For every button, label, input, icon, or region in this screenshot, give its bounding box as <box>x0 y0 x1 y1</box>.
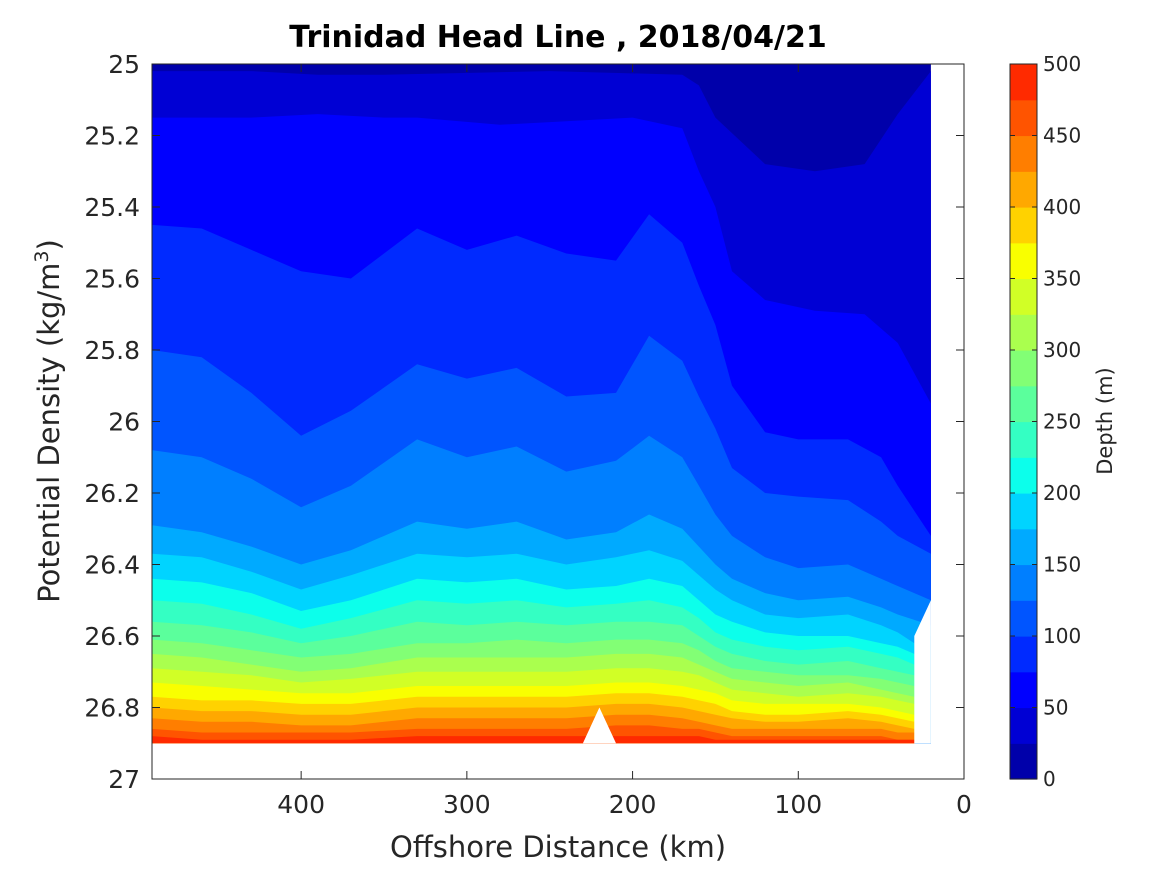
y-tick-label: 26.8 <box>84 694 140 723</box>
y-tick-label: 25 <box>108 50 140 79</box>
colorbar-segment <box>1010 457 1037 494</box>
no-data-notch <box>582 707 616 744</box>
colorbar-segment <box>1010 99 1037 137</box>
y-tick-label: 26 <box>108 408 140 437</box>
y-tick-label: 27 <box>108 765 140 794</box>
y-tick-label: 25.6 <box>84 265 140 294</box>
y-axis-label: Potential Density (kg/m3) <box>31 239 66 603</box>
colorbar-tick-label: 100 <box>1043 624 1081 648</box>
colorbar-tick-label: 50 <box>1043 696 1068 720</box>
colorbar-segment <box>1010 564 1037 601</box>
colorbar-segment <box>1010 64 1037 101</box>
colorbar-segment <box>1010 278 1037 315</box>
colorbar: 0 50 100 150 200 250 300 350 400 450 500 <box>1009 52 1081 791</box>
y-axis-label-close: ) <box>32 239 66 250</box>
colorbar-segment <box>1010 493 1037 530</box>
y-tick-label: 26.2 <box>84 479 140 508</box>
colorbar-tick-label: 150 <box>1043 553 1081 577</box>
colorbar-segment <box>1010 350 1037 387</box>
y-tick-label: 25.4 <box>84 193 140 222</box>
y-tick-label: 26.6 <box>84 622 140 651</box>
colorbar-segment <box>1010 207 1037 244</box>
colorbar-tick-label: 400 <box>1043 195 1081 219</box>
y-tick-label: 26.4 <box>84 551 140 580</box>
no-data-gap <box>914 600 931 744</box>
y-axis-label-main: Potential Density (kg/m <box>32 263 66 603</box>
colorbar-segment <box>1010 671 1037 709</box>
x-tick-label: 100 <box>774 790 822 819</box>
colorbar-tick-label: 450 <box>1043 124 1081 148</box>
colorbar-label: Depth (m) <box>1093 367 1117 474</box>
colorbar-segment <box>1010 385 1037 423</box>
y-tick-label: 25.2 <box>84 122 140 151</box>
colorbar-segment <box>1010 135 1037 172</box>
x-axis: 400 300 200 100 0 <box>277 64 972 819</box>
y-axis-label-superscript: 3 <box>31 250 53 262</box>
colorbar-segment <box>1010 743 1037 780</box>
x-tick-label: 0 <box>956 790 972 819</box>
colorbar-segment <box>1010 707 1037 744</box>
x-tick-label: 400 <box>277 790 325 819</box>
colorbar-tick-label: 500 <box>1043 52 1081 76</box>
x-tick-label: 200 <box>609 790 657 819</box>
colorbar-segment <box>1010 242 1037 280</box>
colorbar-segment <box>1010 636 1037 673</box>
colorbar-segment <box>1010 600 1037 637</box>
x-tick-label: 300 <box>443 790 491 819</box>
colorbar-tick-label: 200 <box>1043 481 1081 505</box>
colorbar-tick-label: 0 <box>1043 767 1056 791</box>
colorbar-segment <box>1010 314 1037 351</box>
colorbar-tick-label: 300 <box>1043 338 1081 362</box>
colorbar-segment <box>1010 528 1037 566</box>
contour-band-475 <box>152 725 915 744</box>
contour-field <box>152 64 931 744</box>
colorbar-segment <box>1010 171 1037 208</box>
colorbar-segment <box>1010 421 1037 458</box>
x-axis-label: Offshore Distance (km) <box>390 830 726 864</box>
contour-band-500 <box>152 736 915 744</box>
colorbar-tick-label: 350 <box>1043 267 1081 291</box>
y-axis: 25 25.2 25.4 25.6 25.8 26 26.2 26.4 26.6 26.8 27 <box>84 50 964 794</box>
chart-title: Trinidad Head Line , 2018/04/21 <box>289 20 826 55</box>
y-tick-label: 25.8 <box>84 336 140 365</box>
colorbar-tick-label: 250 <box>1043 410 1081 434</box>
